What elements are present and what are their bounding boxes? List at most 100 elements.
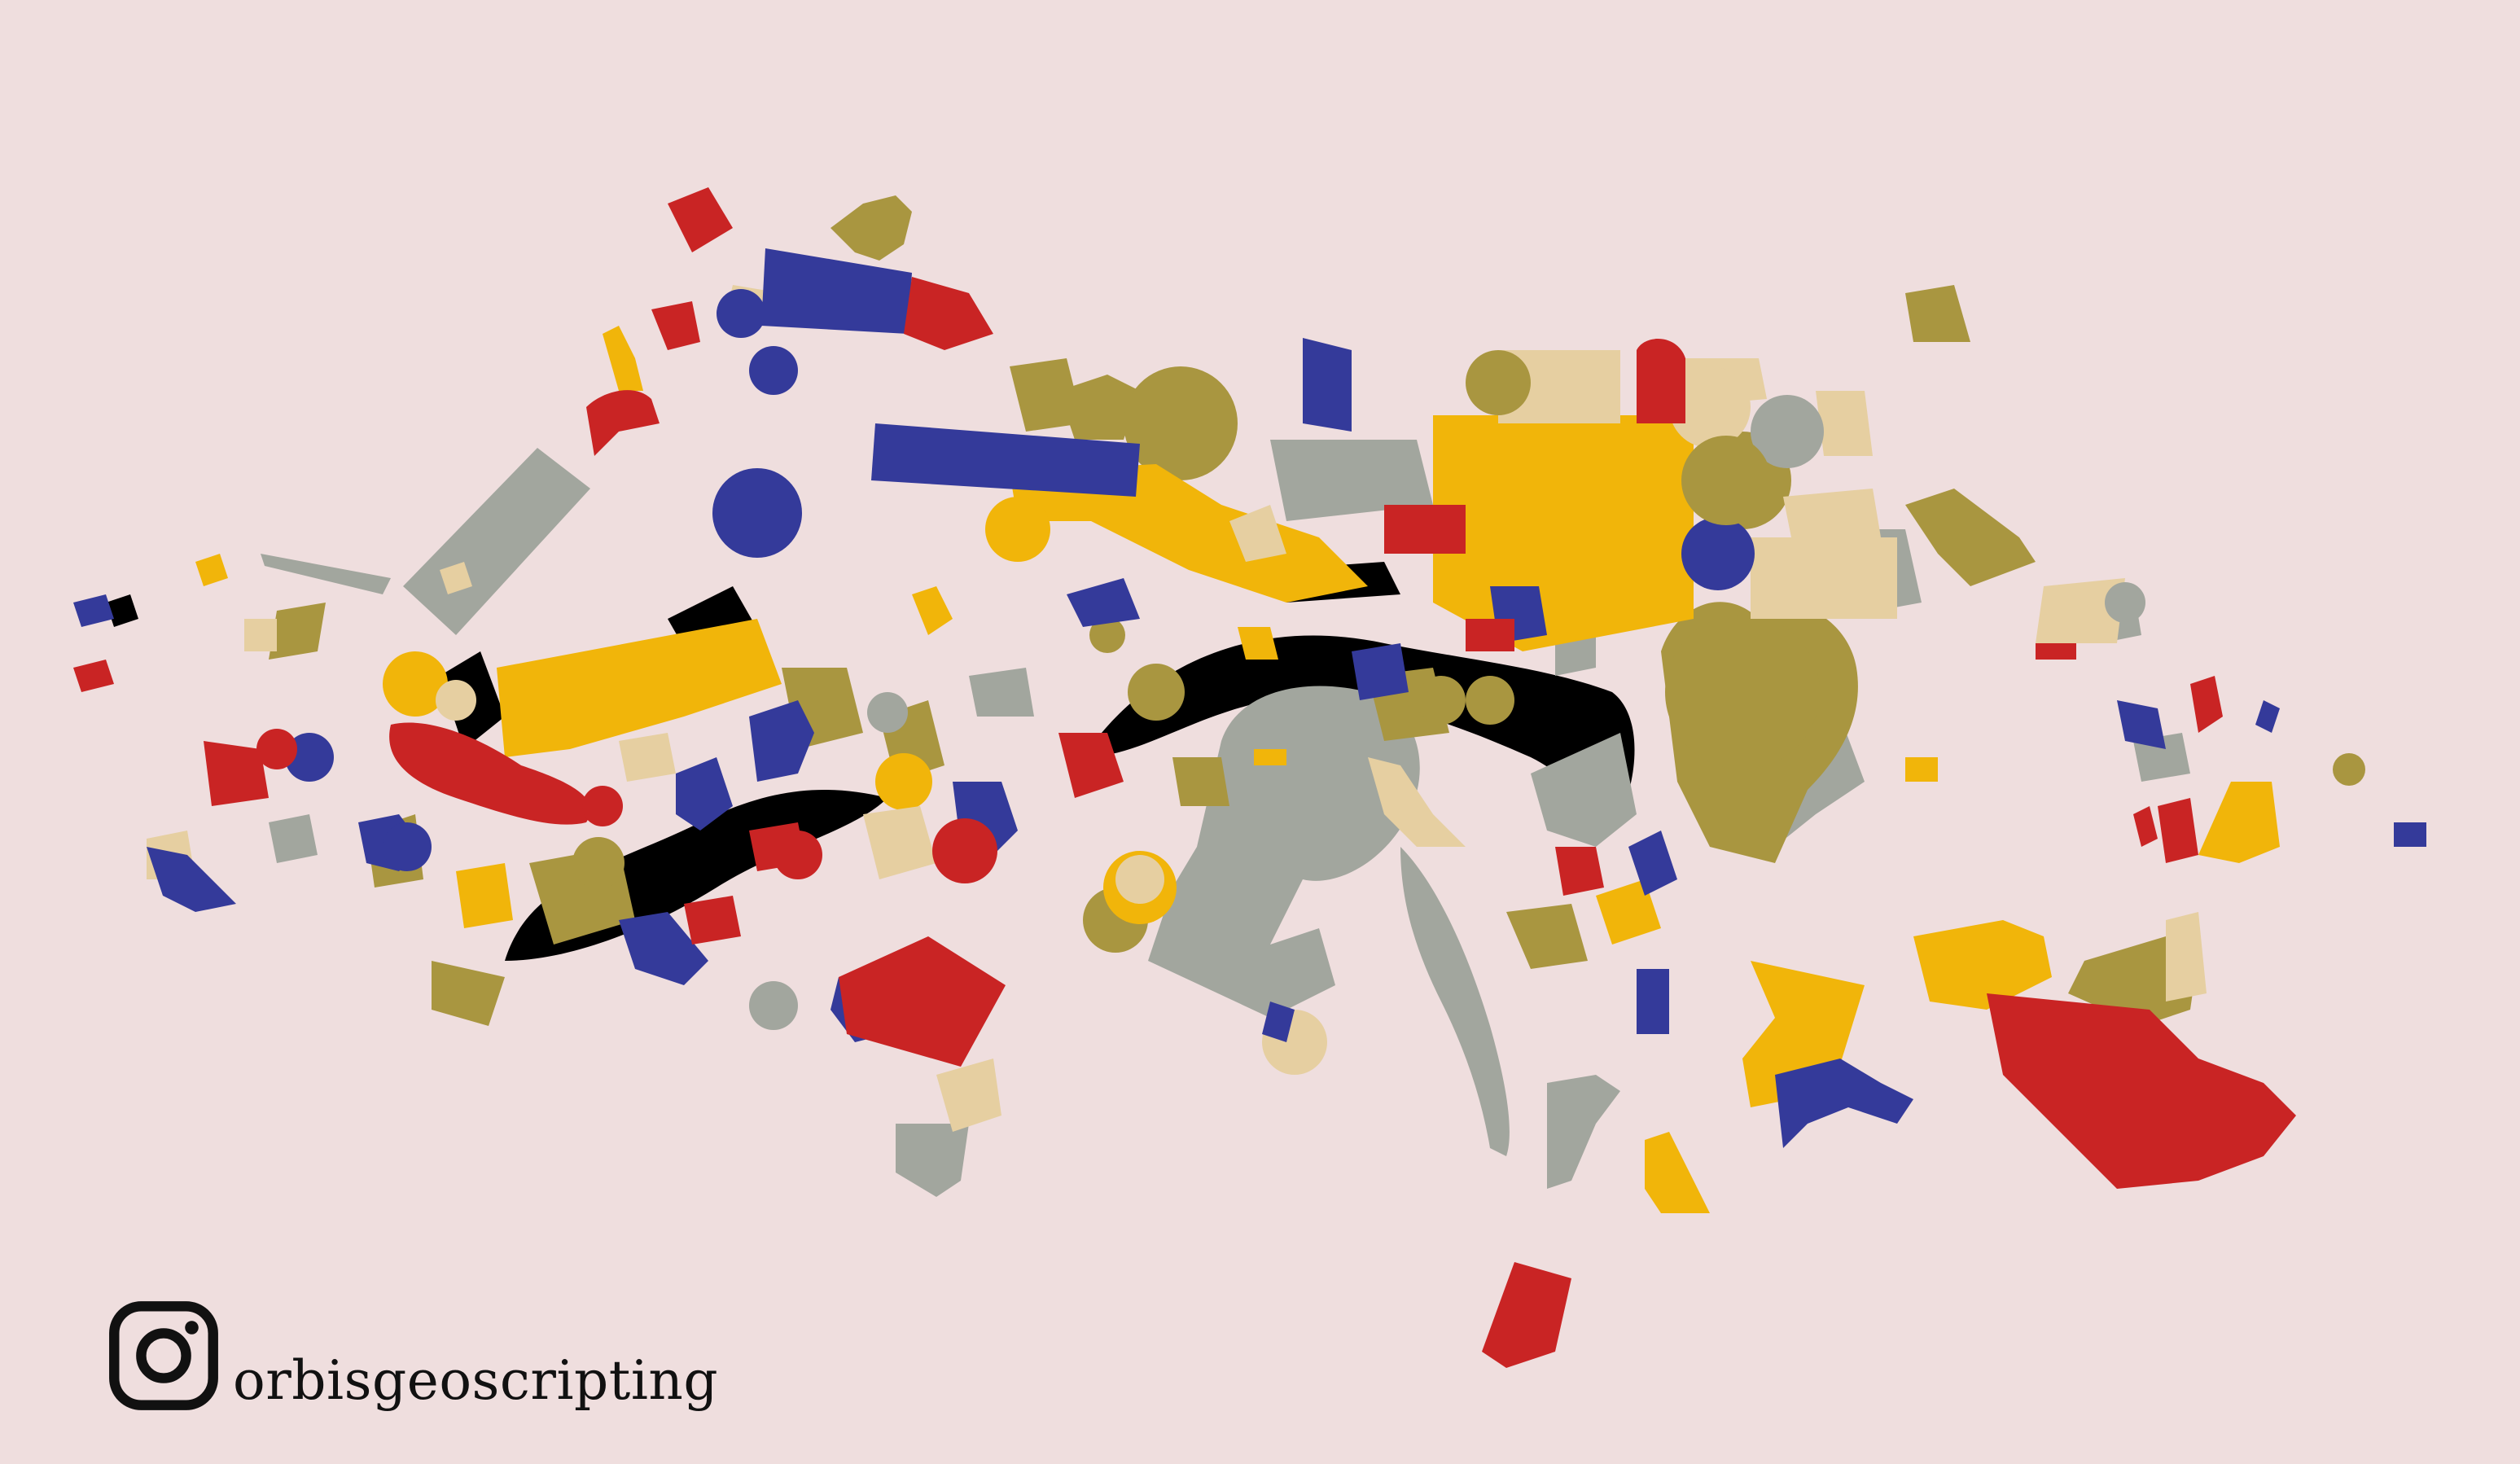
olive-area-shape	[1172, 757, 1229, 806]
blue-area-shape	[2394, 822, 2426, 847]
grey-area-shape	[896, 1124, 969, 1197]
blue-circle	[749, 346, 798, 395]
beige-area-shape	[1816, 391, 1873, 456]
grey-area-shape	[269, 814, 318, 863]
yellow-area-shape	[2198, 782, 2280, 863]
beige-areas	[147, 285, 2207, 1132]
yellow-area-shape	[1905, 757, 1938, 782]
red-area-shape	[1384, 505, 1466, 554]
red-area-shape	[904, 277, 993, 350]
red-circle	[774, 831, 822, 879]
grey-area-shape	[969, 668, 1034, 717]
blue-circle	[383, 822, 432, 871]
red-area-shape	[73, 660, 114, 692]
yellow-area-shape	[497, 619, 782, 757]
blue-area-shape	[1352, 643, 1409, 700]
olive-area-shape	[432, 961, 505, 1026]
beige-area-shape	[1783, 489, 1881, 537]
olive-circle	[1128, 664, 1185, 721]
red-area-shape	[2133, 806, 2158, 847]
blue-area-shape	[1303, 338, 1352, 432]
beige-area-shape	[1229, 505, 1286, 562]
grey-circle	[867, 692, 908, 733]
brand-handle: orbisgeoscripting	[233, 1348, 719, 1412]
yellow-circle	[383, 651, 448, 717]
red-area-shape	[1466, 619, 1514, 651]
yellow-area-shape	[603, 326, 643, 391]
olive-area-shape	[269, 603, 326, 660]
grey-area-shape	[1547, 1075, 1620, 1189]
red-area-shape	[2190, 676, 2223, 733]
blue-area-shape	[1775, 1059, 1913, 1148]
blue-circle	[1681, 517, 1755, 590]
yellow-area-shape	[195, 554, 228, 586]
olive-circle	[1124, 366, 1238, 480]
grey-circle	[2105, 582, 2145, 623]
blue-area-shape	[761, 248, 912, 334]
grey-circle	[749, 981, 798, 1030]
red-area-shape	[651, 301, 700, 350]
blue-area-shape	[73, 594, 114, 627]
red-area-shape	[204, 741, 269, 806]
blue-area-shape	[1262, 1002, 1295, 1042]
olive-circle	[1417, 676, 1466, 725]
olive-area-shape	[1905, 489, 2036, 586]
grey-area-shape	[1148, 686, 1420, 1018]
red-area-shape	[2158, 798, 2198, 863]
red-area-shape	[1987, 993, 2296, 1189]
yellow-area-shape	[1238, 627, 1278, 660]
yellow-area-shape	[1433, 415, 1694, 651]
grey-area-shape	[1270, 440, 1433, 521]
red-circle	[932, 818, 997, 883]
beige-area-shape	[2166, 912, 2207, 1002]
blue-areas	[73, 248, 2426, 1148]
beige-area-shape	[2036, 578, 2125, 643]
yellow-circle	[875, 753, 932, 810]
yellow-area-shape	[1254, 749, 1286, 765]
olive-circle	[1681, 436, 1771, 525]
blue-area-shape	[2255, 700, 2280, 733]
olive-circle	[1665, 615, 1820, 769]
beige-area-shape	[1498, 350, 1620, 423]
beige-area-shape	[1368, 757, 1466, 847]
yellow-area-shape	[1645, 1132, 1710, 1213]
red-area-shape	[586, 390, 660, 456]
beige-circle	[436, 680, 476, 721]
red-area-shape	[1637, 339, 1685, 423]
olive-circle	[1089, 617, 1125, 653]
grey-area-shape	[1400, 847, 1510, 1156]
blue-circle	[717, 289, 765, 338]
grey-area-shape	[261, 554, 391, 594]
beige-area-shape	[863, 806, 936, 879]
brand-signature: orbisgeoscripting	[107, 1295, 718, 1417]
accent-circles	[749, 350, 2145, 1030]
grey-area-shape	[403, 448, 590, 635]
yellow-circle	[1466, 350, 1531, 415]
red-area-shape	[1058, 733, 1124, 798]
blue-area-shape	[2117, 700, 2166, 749]
grey-area-shape	[1531, 733, 1637, 847]
red-circle	[582, 786, 623, 826]
red-area-shape	[389, 722, 591, 825]
red-areas	[73, 187, 2296, 1368]
beige-area-shape	[936, 1059, 1001, 1132]
grey-circle	[1751, 395, 1824, 468]
yellow-area-shape	[1010, 464, 1368, 603]
olive-area-shape	[1010, 358, 1083, 432]
olive-circle	[2333, 753, 2365, 786]
blue-area-shape	[676, 757, 733, 831]
blue-circle	[285, 733, 334, 782]
yellow-circle	[985, 497, 1050, 562]
blue-area-shape	[147, 847, 236, 912]
blue-area-shape	[871, 423, 1140, 497]
red-area-shape	[668, 187, 733, 252]
beige-area-shape	[440, 562, 472, 594]
olive-area-shape	[831, 195, 912, 261]
olive-area-shape	[1506, 904, 1588, 969]
beige-area-shape	[619, 733, 676, 782]
yellow-area-shape	[456, 863, 513, 928]
yellow-area-shape	[912, 586, 953, 635]
red-area-shape	[684, 896, 741, 945]
blue-area-shape	[1637, 969, 1669, 1034]
